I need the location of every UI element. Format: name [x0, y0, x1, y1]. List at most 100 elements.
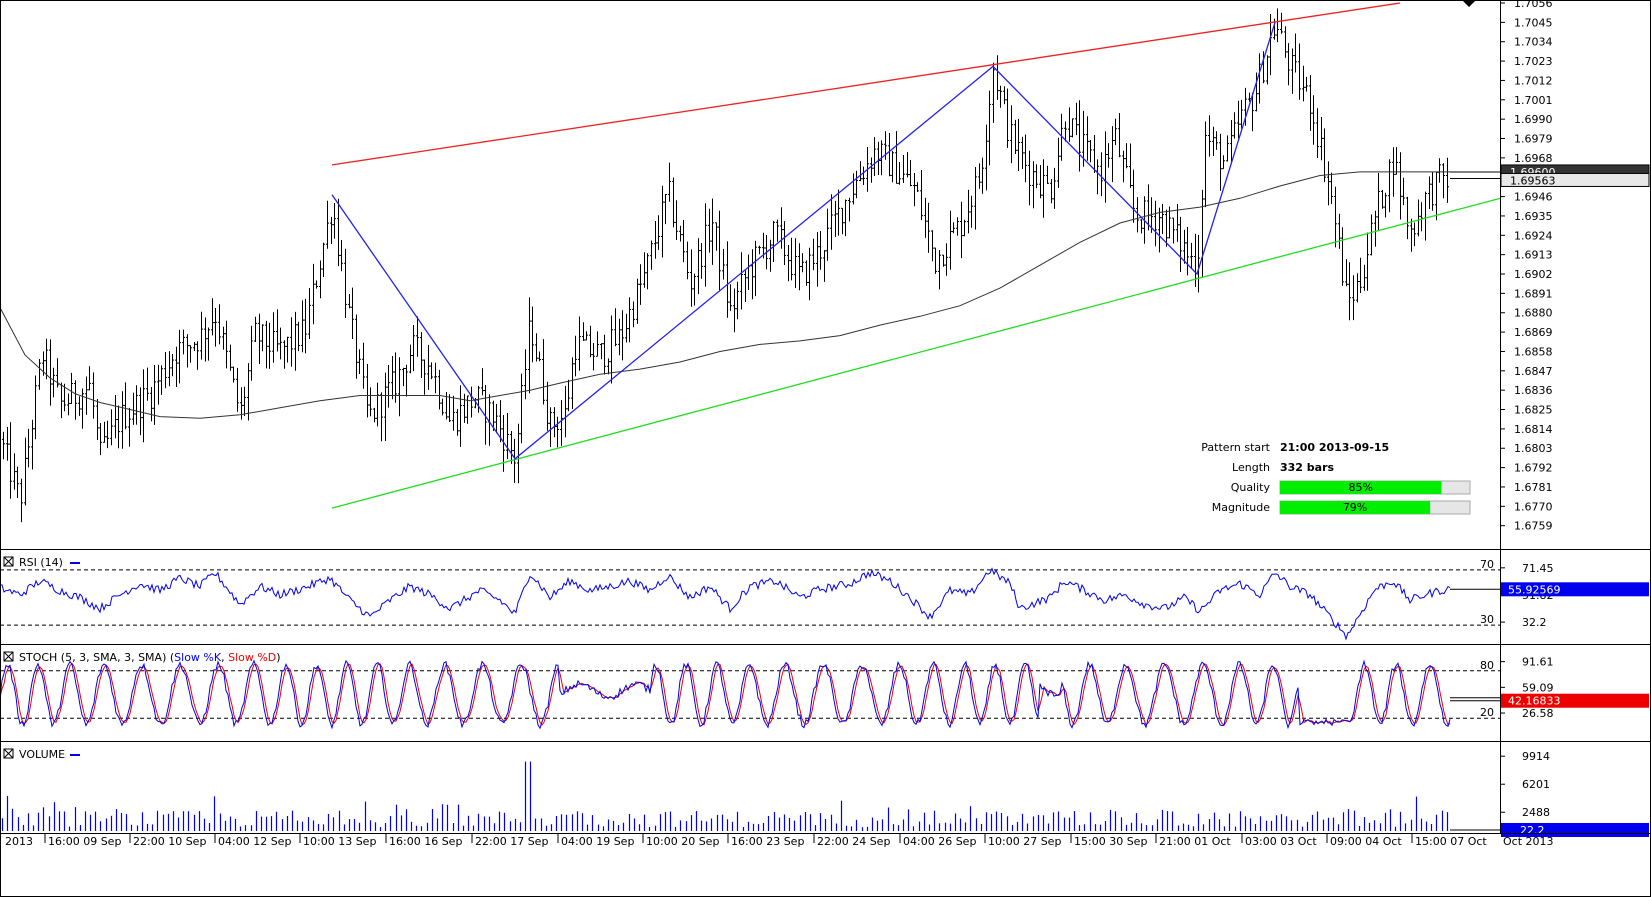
price-bar [758, 245, 761, 255]
price-bar [20, 478, 23, 523]
time-tick-label: 16:00 23 Sep [731, 835, 804, 848]
price-bar [898, 162, 901, 185]
time-tick-label: 04:00 12 Sep [218, 835, 291, 848]
price-bar [24, 437, 27, 506]
price-bar [196, 341, 199, 370]
price-bar [643, 252, 646, 288]
time-tick-label: 22:00 10 Sep [133, 835, 206, 848]
price-bar [837, 189, 840, 236]
time-axis: 2013 16:00 09 Sep 22:00 10 Sep 04:00 12 Sep… [5, 833, 1554, 848]
price-bar [718, 210, 721, 291]
price-bar [1417, 199, 1420, 237]
price-bar [258, 313, 261, 365]
price-bar [567, 379, 570, 412]
price-bar [225, 320, 228, 369]
stoch-slow-k-line [0, 659, 1451, 730]
price-tick-label: 1.6858 [1514, 345, 1553, 358]
price-bar [729, 284, 732, 311]
time-tick-label: 21:00 01 Oct [1159, 835, 1231, 848]
price-bar [736, 281, 739, 320]
price-bar [139, 387, 142, 436]
price-bar [963, 219, 966, 237]
price-bar [1208, 115, 1211, 157]
price-bar [247, 363, 250, 421]
price-bar [1057, 137, 1060, 188]
price-bar [823, 250, 826, 282]
rsi-level-label: 70 [1480, 558, 1494, 571]
price-tick-label: 1.6913 [1514, 249, 1553, 262]
price-bar [182, 329, 185, 355]
price-bar [571, 357, 574, 409]
price-bar [416, 316, 419, 357]
stoch-tick-label: 26.58 [1522, 707, 1554, 720]
price-bar [459, 385, 462, 447]
price-bar [70, 372, 73, 404]
price-bar [812, 238, 815, 271]
price-bar [448, 394, 451, 422]
price-bar [844, 199, 847, 237]
price-bar [1111, 126, 1114, 183]
price-bar [794, 238, 797, 288]
price-bar [920, 170, 923, 221]
price-bar [675, 200, 678, 240]
price-bar [463, 393, 466, 423]
price-bar [409, 344, 412, 374]
price-bar [1014, 119, 1017, 154]
price-bar [366, 364, 369, 418]
time-tick-label: 04:00 26 Sep [903, 835, 976, 848]
price-bar [1320, 117, 1323, 161]
price-bar [326, 200, 329, 249]
price-bar [841, 207, 844, 235]
price-bar [193, 342, 196, 351]
panel-title: VOLUME [19, 748, 65, 761]
price-bar [423, 359, 426, 395]
price-bar [88, 366, 91, 391]
price-bar [1114, 118, 1117, 146]
price-bar [1388, 159, 1391, 213]
price-bar [1395, 147, 1398, 175]
price-bar [1125, 143, 1128, 169]
price-tick-label: 1.7056 [1514, 0, 1553, 10]
price-bar [1053, 167, 1056, 209]
price-bar [1219, 133, 1222, 191]
price-bar [380, 392, 383, 442]
price-tick-label: 1.6891 [1514, 287, 1553, 300]
time-tick-label: 10:00 20 Sep [646, 835, 719, 848]
price-tick-label: 1.6935 [1514, 210, 1553, 223]
price-bar [1154, 200, 1157, 247]
price-bar [38, 359, 41, 390]
price-bar [337, 198, 340, 267]
price-bar [1086, 116, 1089, 161]
price-bar [945, 243, 948, 276]
price-bar [650, 240, 653, 270]
price-bar [63, 383, 66, 412]
price-bar [1046, 165, 1049, 184]
price-bar [830, 194, 833, 250]
price-bar [171, 354, 174, 377]
price-bar [520, 373, 523, 444]
price-bar [1302, 65, 1305, 102]
rsi-tick-label: 71.45 [1522, 562, 1554, 575]
price-bar [859, 161, 862, 182]
price-bar [1179, 216, 1182, 272]
price-tick-label: 1.6979 [1514, 133, 1553, 146]
price-tick-label: 1.6946 [1514, 191, 1553, 204]
time-tick-label: 09:00 04 Oct [1330, 835, 1402, 848]
price-bar [801, 253, 804, 273]
price-tick-label: 1.6814 [1514, 423, 1553, 436]
price-tick-label: 1.6924 [1514, 229, 1553, 242]
price-bar [906, 152, 909, 178]
price-bar [1237, 100, 1240, 139]
price-bar [1341, 227, 1344, 286]
price-bar [1050, 179, 1053, 204]
pattern-zigzag-line [331, 22, 1276, 460]
price-bar [1183, 229, 1186, 264]
price-bar [1204, 121, 1207, 208]
price-bar [628, 297, 631, 343]
price-bar [222, 326, 225, 350]
price-bar [1294, 33, 1297, 73]
price-bar [438, 369, 441, 410]
price-bar [456, 409, 459, 436]
price-bar [690, 249, 693, 307]
price-bar [232, 366, 235, 383]
